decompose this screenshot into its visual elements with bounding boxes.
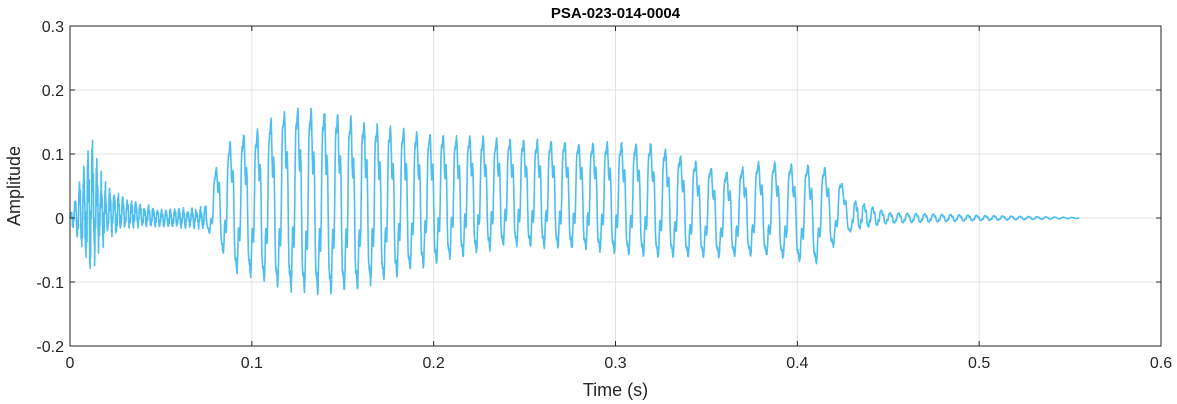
chart-title: PSA-023-014-0004 <box>551 5 681 22</box>
x-tick-label: 0.2 <box>423 355 445 372</box>
x-tick-label: 0.5 <box>968 355 990 372</box>
x-tick-label: 0 <box>66 355 75 372</box>
y-tick-label: 0.3 <box>42 19 64 36</box>
y-tick-label: -0.1 <box>36 275 64 292</box>
tick-layer: 0 0.1 0.2 0.3 0.4 0.5 0.6 -0.2 -0.1 0 0.1 0.2 0.3 <box>36 19 1172 372</box>
y-tick-label: 0.2 <box>42 83 64 100</box>
y-tick-label: 0.1 <box>42 147 64 164</box>
y-tick-label: -0.2 <box>36 339 64 356</box>
x-axis-label: Time (s) <box>583 380 648 400</box>
waveform-line <box>69 107 1080 296</box>
series-layer <box>69 107 1080 296</box>
y-tick-label: 0 <box>55 211 64 228</box>
x-tick-label: 0.1 <box>241 355 263 372</box>
y-axis-label: Amplitude <box>4 146 24 226</box>
x-tick-label: 0.4 <box>786 355 808 372</box>
x-tick-label: 0.6 <box>1150 355 1172 372</box>
x-tick-label: 0.3 <box>604 355 626 372</box>
